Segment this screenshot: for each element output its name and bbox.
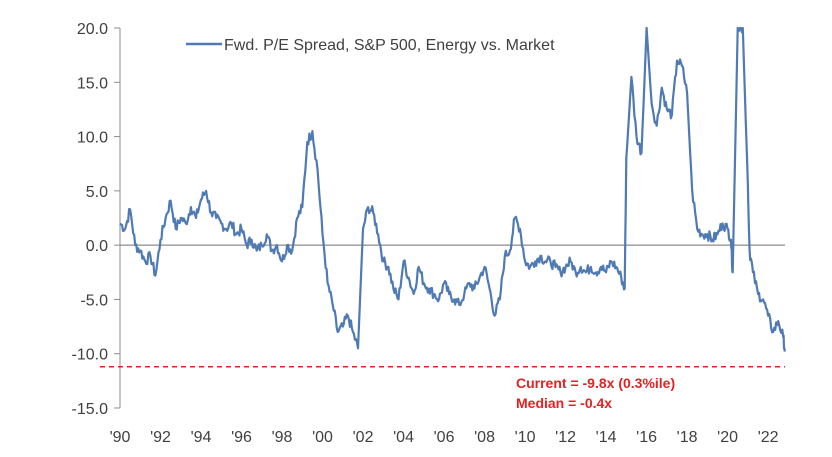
x-tick-label: '22 xyxy=(758,429,779,446)
y-axis: 20.0 15.0 10.0 5.0 0.0 -5.0 -10.0 -15.0 xyxy=(72,21,121,418)
y-tick-label: -10.0 xyxy=(72,347,109,364)
y-tick-label: 15.0 xyxy=(77,75,108,92)
y-tick-label: 20.0 xyxy=(77,21,108,38)
series-line xyxy=(119,26,787,352)
y-tick-label: -5.0 xyxy=(80,292,108,309)
x-tick-label: '00 xyxy=(312,429,333,446)
x-tick-label: '96 xyxy=(231,429,252,446)
x-tick-label: '94 xyxy=(191,429,212,446)
x-tick-label: '14 xyxy=(596,429,617,446)
x-tick-label: '10 xyxy=(515,429,536,446)
y-tick-label: 0.0 xyxy=(86,238,108,255)
legend-label: Fwd. P/E Spread, S&P 500, Energy vs. Mar… xyxy=(224,37,555,54)
y-tick-label: -15.0 xyxy=(72,401,109,418)
x-tick-label: '02 xyxy=(353,429,374,446)
x-tick-label: '92 xyxy=(150,429,171,446)
x-tick-label: '16 xyxy=(636,429,657,446)
x-axis: '90 '92 '94 '96 '98 '00 '02 '04 '06 '08 '10 '12 '14 '… xyxy=(110,429,779,446)
x-tick-label: '20 xyxy=(717,429,738,446)
x-tick-label: '12 xyxy=(555,429,576,446)
x-tick-label: '04 xyxy=(393,429,414,446)
y-tick-label: 5.0 xyxy=(86,184,108,201)
y-tick-label: 10.0 xyxy=(77,130,108,147)
x-tick-label: '06 xyxy=(434,429,455,446)
annotation-median: Median = -0.4x xyxy=(516,395,612,411)
annotation-current: Current = -9.8x (0.3%ile) xyxy=(516,375,675,391)
legend: Fwd. P/E Spread, S&P 500, Energy vs. Mar… xyxy=(186,37,555,54)
x-tick-label: '90 xyxy=(110,429,131,446)
x-tick-label: '08 xyxy=(474,429,495,446)
x-tick-label: '18 xyxy=(677,429,698,446)
x-tick-label: '98 xyxy=(272,429,293,446)
